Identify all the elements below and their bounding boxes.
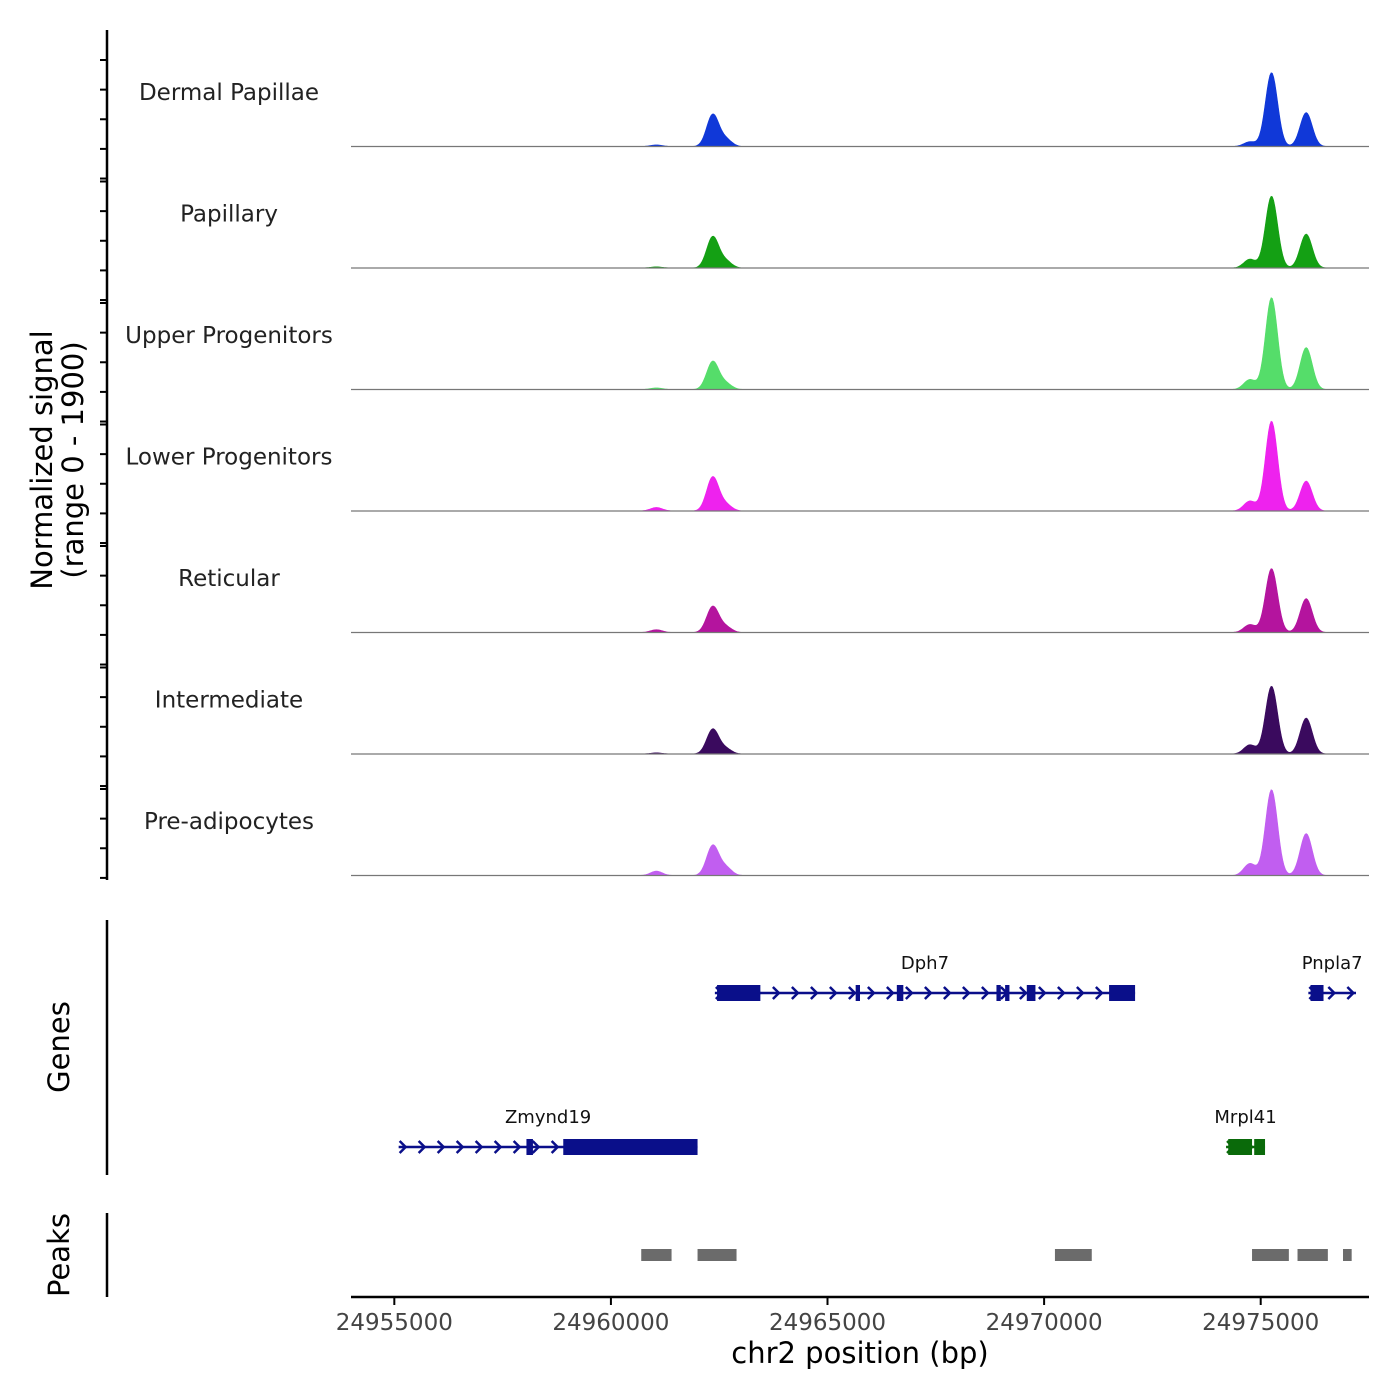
gene-exon — [1109, 985, 1136, 1001]
gene-exon — [1310, 985, 1324, 1001]
strand-arrow — [512, 1140, 522, 1154]
gene: Dph7 — [714, 953, 1136, 1001]
gene-label: Mrpl41 — [1214, 1107, 1276, 1128]
strand-arrow — [771, 986, 781, 1000]
gene-label: Dph7 — [901, 953, 949, 974]
x-tick-label: 24965000 — [769, 1310, 886, 1336]
peak-region — [1297, 1249, 1328, 1261]
signal-area — [351, 297, 1369, 390]
signal-track: Pre-adipocytes — [144, 789, 1369, 877]
strand-arrow — [474, 1140, 484, 1154]
x-tick-label: 24970000 — [986, 1310, 1103, 1336]
signal-area — [351, 789, 1369, 876]
gene-exon — [717, 985, 761, 1001]
gene-exon — [526, 1139, 533, 1155]
gene-exon — [1005, 985, 1010, 1001]
y-axis-title-line2: (range 0 - 1900) — [56, 341, 90, 578]
signal-area — [351, 685, 1369, 755]
strand-arrow — [398, 1140, 408, 1154]
strand-arrow — [455, 1140, 465, 1154]
strand-arrow — [1056, 986, 1066, 1000]
peak-region — [697, 1249, 737, 1261]
strand-arrow — [493, 1140, 503, 1154]
signal-track: Dermal Papillae — [139, 72, 1369, 148]
signal-y-axis-ticks — [100, 59, 107, 879]
gene: Zmynd19 — [398, 1107, 698, 1155]
signal-track-label: Reticular — [178, 566, 280, 592]
strand-arrow — [866, 986, 876, 1000]
strand-arrow — [417, 1140, 427, 1154]
x-tick-label: 24960000 — [552, 1310, 669, 1336]
strand-arrow — [550, 1140, 560, 1154]
signal-tracks: Dermal Papillae Papillary Upper Progenitor… — [125, 72, 1369, 877]
x-tick-label: 24955000 — [336, 1310, 453, 1336]
signal-track-label: Intermediate — [155, 688, 303, 714]
strand-arrow — [942, 986, 952, 1000]
gene-exon — [996, 985, 1001, 1001]
y-axis-title-line1: Normalized signal — [25, 330, 59, 589]
peak-region — [1252, 1249, 1289, 1261]
signal-track-label: Lower Progenitors — [126, 445, 333, 471]
peaks-content — [641, 1249, 1352, 1261]
strand-arrow — [790, 986, 800, 1000]
gene-exon — [563, 1139, 698, 1155]
peak-region — [1054, 1249, 1092, 1261]
signal-area — [351, 72, 1369, 147]
strand-arrow — [1327, 986, 1337, 1000]
signal-area — [351, 195, 1369, 269]
strand-arrow — [436, 1140, 446, 1154]
strand-arrow — [923, 986, 933, 1000]
genes-panel: Genes Dph7 Pnpla7 Zmynd19 Mrpl41 — [42, 920, 1363, 1175]
strand-arrow — [828, 986, 838, 1000]
signal-area — [351, 420, 1369, 512]
signal-area — [351, 568, 1369, 633]
peaks-panel: Peaks — [42, 1213, 1352, 1297]
strand-arrow — [1037, 986, 1047, 1000]
signal-track: Papillary — [180, 195, 1369, 269]
signal-panel: Dermal Papillae Papillary Upper Progenitor… — [25, 30, 1369, 880]
gene-exon — [855, 985, 860, 1001]
strand-arrow — [961, 986, 971, 1000]
strand-arrow — [1094, 986, 1104, 1000]
strand-arrow — [885, 986, 895, 1000]
strand-arrow — [531, 1140, 541, 1154]
signal-track-label: Upper Progenitors — [125, 323, 333, 349]
signal-track-label: Pre-adipocytes — [144, 809, 314, 835]
gene-label: Pnpla7 — [1302, 953, 1363, 974]
strand-arrow — [904, 986, 914, 1000]
gene-exon — [1228, 1139, 1253, 1155]
peak-region — [641, 1249, 672, 1261]
signal-track-label: Dermal Papillae — [139, 80, 319, 106]
signal-track: Reticular — [178, 566, 1369, 634]
genes-track-label: Genes — [42, 1001, 76, 1093]
signal-track: Intermediate — [155, 685, 1369, 755]
strand-arrow — [1018, 986, 1028, 1000]
strand-arrow — [1346, 986, 1356, 1000]
x-tick-label: 24975000 — [1202, 1310, 1319, 1336]
signal-track: Lower Progenitors — [126, 420, 1369, 512]
gene-exon — [896, 985, 904, 1001]
gene: Pnpla7 — [1302, 953, 1363, 1001]
signal-track-label: Papillary — [180, 202, 278, 228]
gene: Mrpl41 — [1214, 1107, 1277, 1155]
x-axis-title: chr2 position (bp) — [731, 1336, 988, 1370]
gene-exon — [1254, 1139, 1266, 1155]
strand-arrow — [809, 986, 819, 1000]
strand-arrow — [980, 986, 990, 1000]
peak-region — [1343, 1249, 1352, 1261]
x-axis-ticks: 24955000 24960000 24965000 24970000 24975000 — [336, 1297, 1319, 1336]
genes-content: Dph7 Pnpla7 Zmynd19 Mrpl41 — [398, 953, 1363, 1155]
strand-arrow — [1075, 986, 1085, 1000]
strand-arrow — [847, 986, 857, 1000]
gene-exon — [1026, 985, 1036, 1001]
signal-track: Upper Progenitors — [125, 297, 1369, 391]
x-axis: 24955000 24960000 24965000 24970000 24975000… — [336, 1295, 1369, 1370]
gene-label: Zmynd19 — [505, 1107, 591, 1128]
peaks-track-label: Peaks — [42, 1213, 76, 1297]
